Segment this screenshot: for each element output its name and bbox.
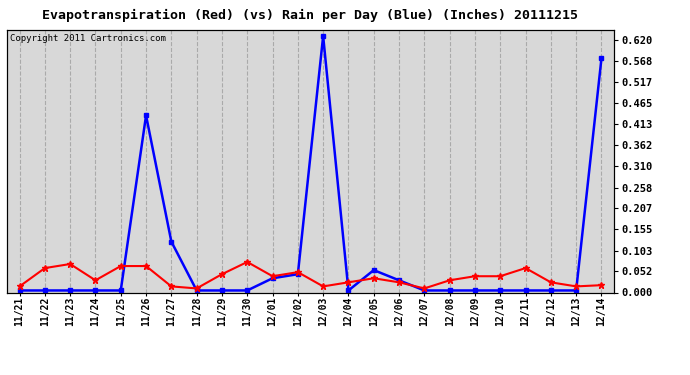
Text: Copyright 2011 Cartronics.com: Copyright 2011 Cartronics.com bbox=[10, 34, 166, 43]
Text: Evapotranspiration (Red) (vs) Rain per Day (Blue) (Inches) 20111215: Evapotranspiration (Red) (vs) Rain per D… bbox=[43, 9, 578, 22]
